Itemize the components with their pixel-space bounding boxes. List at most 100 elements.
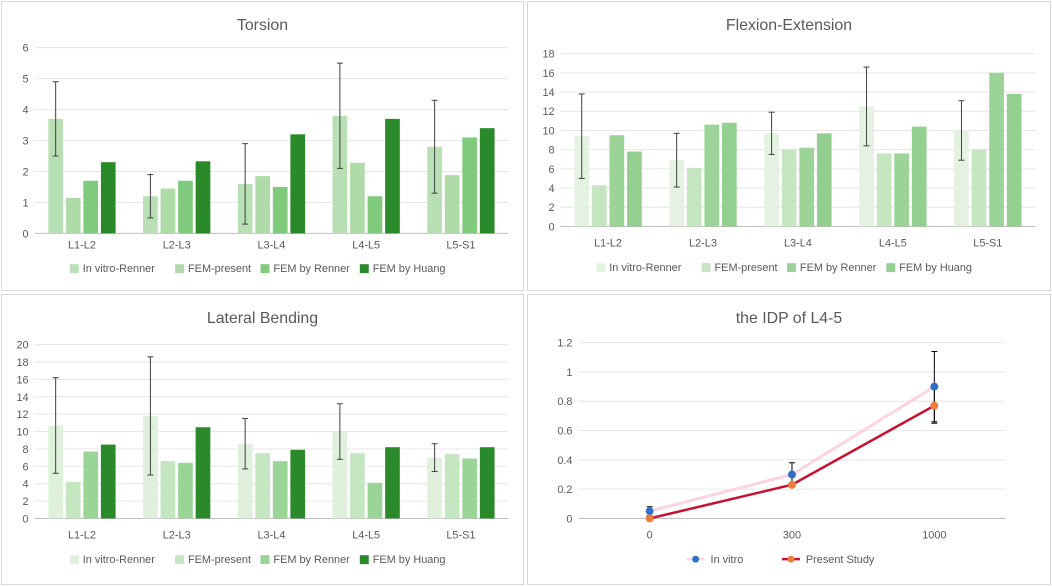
y-tick-label: 0 [23, 228, 29, 240]
bar [427, 457, 442, 519]
bar [479, 128, 495, 234]
y-tick-label: 4 [23, 105, 29, 117]
y-tick-label: 8 [549, 145, 555, 157]
bar [367, 196, 383, 234]
bar [290, 134, 306, 234]
y-tick-label: 4 [549, 183, 555, 195]
legend-swatch [260, 264, 270, 274]
legend-label: FEM by Renner [273, 554, 350, 566]
y-tick-label: 2 [23, 496, 29, 508]
chart-title: Torsion [237, 17, 288, 34]
bar [350, 162, 365, 234]
y-tick-label: 14 [16, 392, 28, 404]
y-tick-label: 0 [566, 513, 572, 525]
bar [462, 137, 478, 234]
bar [290, 449, 306, 519]
x-category-label: L5-S1 [446, 529, 475, 541]
legend-label: FEM-present [188, 554, 251, 566]
legend-label: In vitro-Renner [609, 262, 681, 274]
flexion-extension-chart-panel: Flexion-Extension 0 2 4 6 8 10 12 14 16 18 L1-L2 L2-… [527, 1, 1051, 291]
data-point [788, 480, 796, 489]
bar [721, 122, 737, 227]
bar [704, 124, 720, 227]
x-category-label: L2-L3 [163, 239, 191, 251]
x-category-label: L2-L3 [163, 529, 191, 541]
legend-swatch [787, 263, 796, 273]
bar [954, 130, 969, 227]
bar [195, 427, 211, 519]
series-line [649, 385, 936, 513]
y-tick-label: 1.2 [557, 338, 572, 350]
x-category-label: L1-L2 [68, 529, 96, 541]
y-tick-label: 6 [549, 164, 555, 176]
y-tick-label: 14 [542, 87, 554, 99]
bar [272, 186, 288, 234]
bar [764, 133, 779, 227]
bar [178, 462, 193, 519]
y-tick-label: 12 [16, 409, 28, 421]
bar [462, 458, 478, 519]
legend-swatch [701, 263, 711, 273]
chart-title: Lateral Bending [207, 310, 318, 327]
bar [272, 461, 288, 519]
x-category-label: L3-L4 [257, 529, 285, 541]
x-category-label: 300 [783, 529, 801, 541]
bar [160, 461, 176, 519]
legend-swatch [69, 555, 79, 565]
x-category-label: L4-L5 [352, 239, 380, 251]
chart-svg: Lateral Bending 0 2 4 6 8 10 12 14 16 18 20 L1-L2 L2-… [16, 310, 509, 566]
y-tick-label: 10 [542, 125, 554, 137]
y-tick-label: 6 [23, 43, 29, 55]
y-tick-label: 2 [549, 202, 555, 214]
legend-label: In vitro-Renner [83, 554, 155, 566]
bar [669, 160, 685, 227]
legend-swatch [359, 555, 369, 565]
bar [799, 147, 815, 227]
data-point [930, 401, 939, 410]
data-point [788, 470, 796, 479]
bar [237, 443, 253, 519]
bar [971, 149, 987, 227]
data-point [930, 382, 939, 391]
bar [83, 451, 99, 519]
bar [367, 482, 383, 519]
bar [350, 453, 365, 519]
bar [989, 72, 1004, 227]
bar [686, 167, 702, 227]
bar [609, 135, 625, 227]
chart-svg: the IDP of L4-5 0 0.2 0.4 0.6 0.8 1 1.2 0 300 1000… [557, 310, 1006, 566]
legend-label: FEM-present [715, 262, 778, 274]
x-category-label: L2-L3 [689, 237, 717, 249]
lateral-bending-chart-panel: Lateral Bending 0 2 4 6 8 10 12 14 16 18 20 L1-L2 L2-… [1, 294, 524, 585]
bar [332, 115, 348, 234]
bar [385, 447, 400, 519]
legend-marker [787, 555, 795, 563]
bar [1006, 93, 1022, 227]
bar [332, 431, 348, 519]
legend-label: In vitro-Renner [83, 263, 155, 275]
idp-l4-5-chart-panel: the IDP of L4-5 0 0.2 0.4 0.6 0.8 1 1.2 0 300 1000… [527, 294, 1051, 585]
bar [876, 153, 892, 227]
y-tick-label: 0 [549, 221, 555, 233]
legend-swatch [359, 264, 369, 274]
legend-label: In vitro [711, 554, 744, 566]
y-tick-label: 16 [16, 374, 28, 386]
chart-title: the IDP of L4-5 [736, 310, 843, 327]
legend-label: FEM by Renner [273, 263, 350, 275]
y-tick-label: 2 [23, 166, 29, 178]
y-tick-label: 3 [23, 136, 29, 148]
data-point [645, 514, 654, 523]
y-tick-label: 16 [542, 68, 554, 80]
y-tick-label: 5 [23, 74, 29, 86]
legend-swatch [175, 264, 185, 274]
bar [911, 126, 927, 227]
bar [816, 133, 832, 227]
bar [627, 151, 642, 227]
bar [781, 149, 797, 227]
legend-swatch [596, 263, 606, 273]
bar [859, 106, 874, 227]
legend-label: FEM-present [188, 263, 251, 275]
y-tick-label: 20 [16, 340, 28, 352]
chart-svg: Flexion-Extension 0 2 4 6 8 10 12 14 16 18 L1-L2 L2-… [542, 17, 1036, 274]
y-tick-label: 12 [542, 106, 554, 118]
